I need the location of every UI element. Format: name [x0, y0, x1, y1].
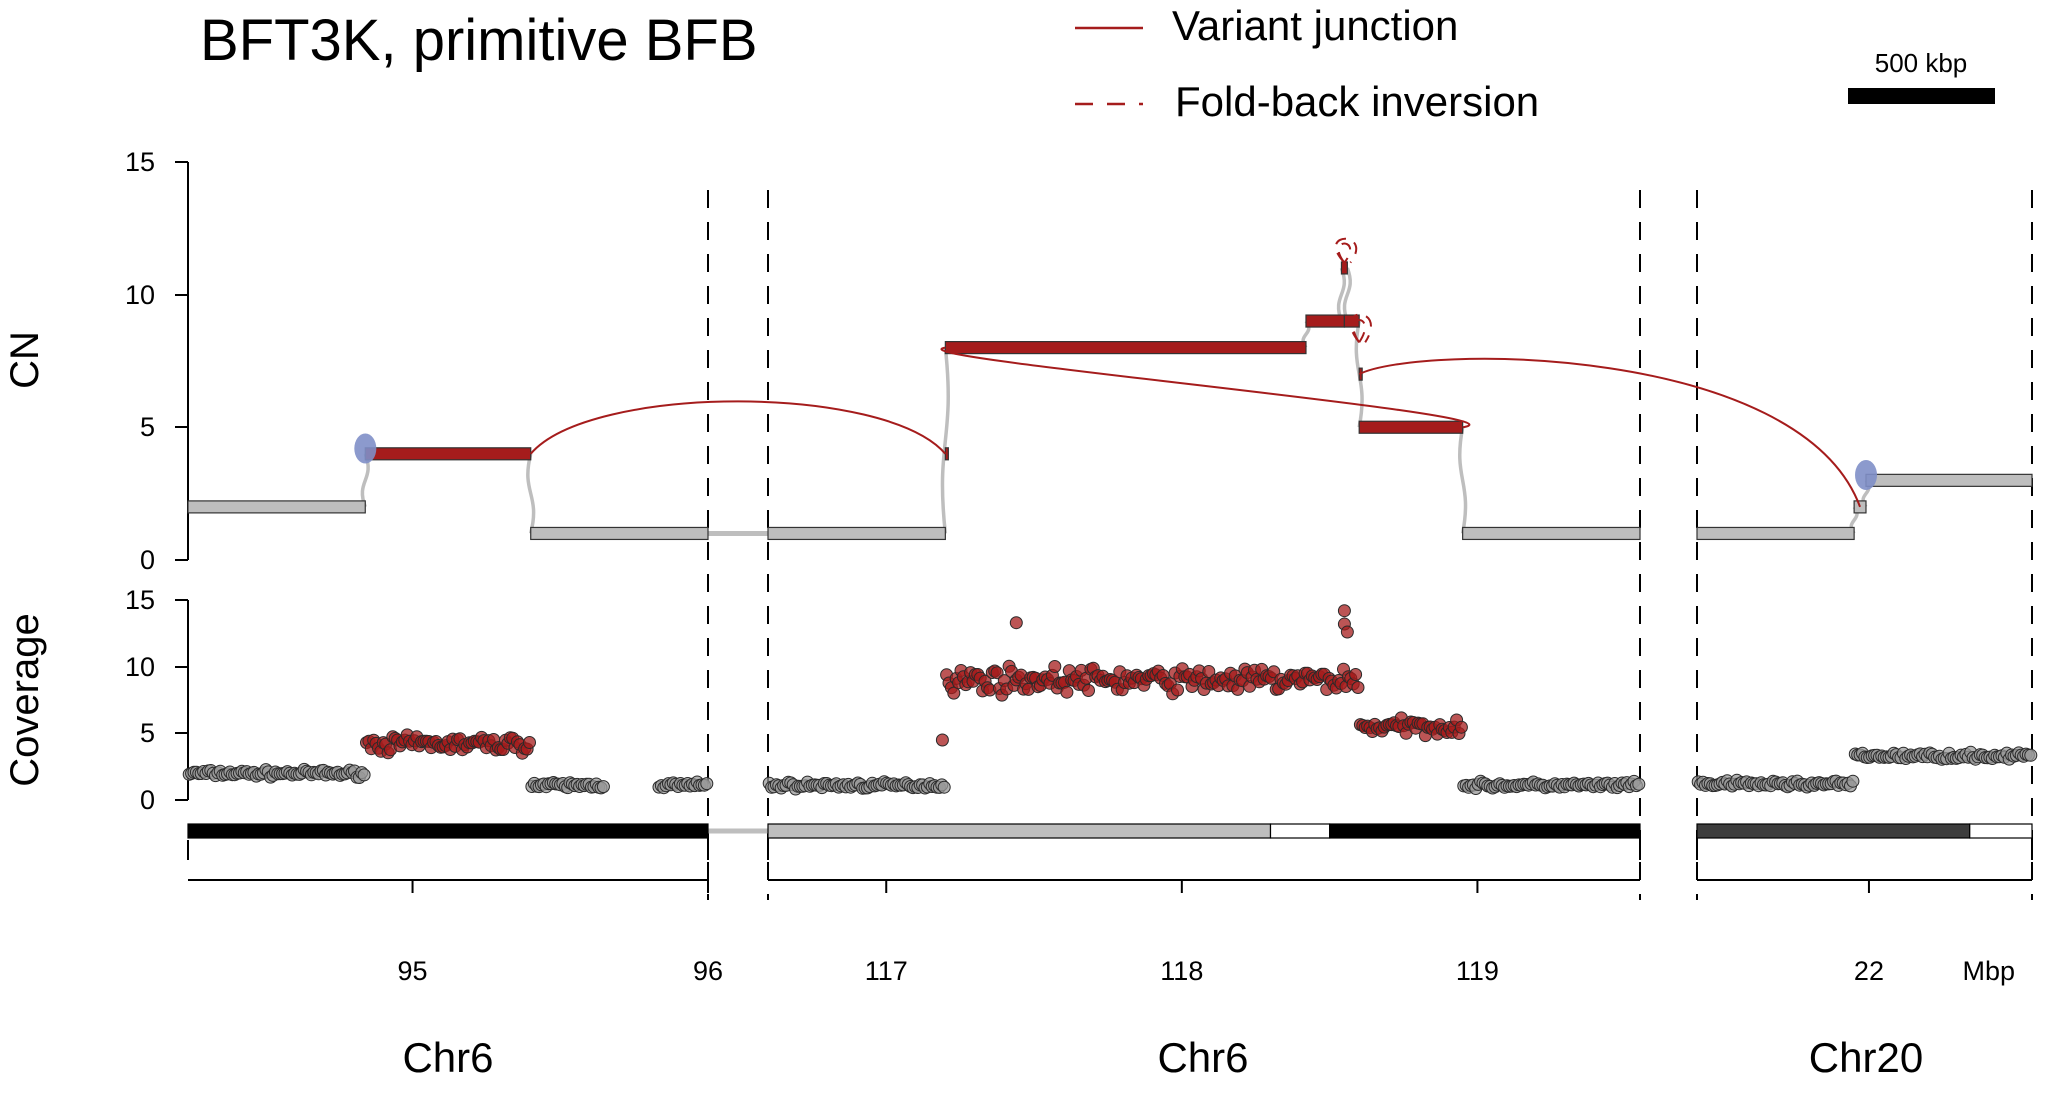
legend: Variant junction Fold-back inversion — [1075, 2, 1539, 125]
coverage-point — [1454, 720, 1468, 734]
y-axis-label-cn: CN — [3, 331, 47, 389]
coverage-point — [2024, 748, 2038, 762]
cn-segment-amplified — [1340, 261, 1348, 275]
fold-back-inversion — [1352, 319, 1366, 343]
ideogram-band — [1696, 823, 1971, 839]
coverage-outlier — [935, 733, 949, 747]
cn-tick-label: 5 — [140, 412, 155, 442]
cn-tick-label: 15 — [125, 147, 155, 177]
panel-gap-connectors — [708, 530, 768, 834]
coverage-point — [1632, 777, 1646, 791]
coverage-point — [1048, 660, 1062, 673]
cn-segment-normal — [767, 526, 946, 541]
scale-bar-rect — [1848, 88, 1995, 104]
cn-segment-normal — [1853, 500, 1867, 514]
cn-segment-amplified — [944, 447, 949, 461]
cn-segment-normal — [1462, 526, 1641, 541]
coverage-point — [357, 768, 371, 782]
variant-junctions — [529, 237, 1861, 508]
coverage-y-axis: 0 5 10 15 — [125, 585, 189, 815]
coverage-outlier — [1337, 604, 1351, 618]
x-tick-label: 119 — [1456, 956, 1499, 986]
cn-segment-normal — [1696, 526, 1855, 541]
coverage-point — [1202, 665, 1216, 678]
cn-tick-0: 0 — [140, 545, 188, 575]
segment-connector — [940, 347, 950, 534]
cn-y-axis: 0 5 10 15 — [125, 147, 189, 575]
coverage-point — [596, 780, 610, 794]
coverage-point — [1351, 681, 1365, 694]
cov-tick-5: 5 — [140, 718, 188, 748]
coverage-point — [1846, 774, 1860, 788]
coverage-point — [523, 736, 536, 749]
cov-tick-label: 5 — [140, 718, 155, 748]
cov-tick-0: 0 — [140, 785, 188, 815]
segment-connector — [1336, 267, 1347, 322]
cn-tick-5: 5 — [140, 412, 188, 442]
x-unit-label: Mbp — [1962, 956, 2015, 986]
chart-title: BFT3K, primitive BFB — [200, 8, 758, 73]
legend-label-variant-junction: Variant junction — [1172, 2, 1458, 49]
scale-bar: 500 kbp — [1848, 48, 1995, 104]
fold-back-inversion — [1335, 237, 1358, 264]
scale-bar-label: 500 kbp — [1875, 48, 1968, 78]
coverage-point — [947, 686, 961, 700]
cn-tick-15: 15 — [125, 147, 188, 177]
x-tick-label: 117 — [865, 956, 908, 986]
variant-junction — [940, 346, 1471, 429]
cov-tick-15: 15 — [125, 585, 188, 615]
cov-tick-label: 15 — [125, 585, 155, 615]
ideogram-band — [1329, 823, 1641, 839]
fold-back-inversion — [1337, 242, 1352, 264]
cn-segment-normal — [530, 526, 709, 541]
ideogram-band — [1269, 823, 1331, 839]
cn-segment-amplified — [364, 447, 532, 461]
coverage-outlier — [1009, 616, 1023, 630]
cn-segment-amplified — [1358, 420, 1464, 434]
centromere-marker — [354, 433, 377, 464]
segment-connector — [1458, 426, 1468, 534]
chrom-label-0: Chr6 — [402, 1034, 493, 1081]
cn-segment-normal — [1865, 473, 2033, 487]
cn-tick-10: 10 — [125, 280, 188, 310]
x-tick-label: 22 — [1854, 956, 1884, 986]
y-axis-label-coverage: Coverage — [3, 613, 47, 786]
chromosome-ideograms — [187, 823, 2033, 860]
cn-segment-amplified — [1305, 314, 1346, 328]
ideogram-band — [767, 823, 1272, 839]
coverage-points — [182, 604, 2038, 796]
ideogram-band — [187, 823, 709, 839]
cn-segment-amplified — [944, 341, 1307, 355]
x-tick-label: 95 — [398, 956, 428, 986]
ideogram-band — [1969, 823, 2033, 839]
centromere-marker — [1855, 460, 1878, 491]
cn-tick-label: 0 — [140, 545, 155, 575]
variant-junction — [1358, 357, 1861, 508]
cn-tick-label: 10 — [125, 280, 155, 310]
chrom-label-1: Chr6 — [1157, 1034, 1248, 1081]
panel-boundaries — [707, 190, 2033, 900]
coverage-outlier — [1340, 625, 1354, 639]
segment-connector — [526, 453, 536, 534]
legend-label-fold-back-inversion: Fold-back inversion — [1175, 78, 1539, 125]
x-tick-label: 118 — [1160, 956, 1203, 986]
coverage-point — [1349, 668, 1363, 681]
coverage-point — [1171, 683, 1184, 697]
cov-tick-10: 10 — [125, 652, 188, 682]
variant-junction — [529, 400, 947, 455]
copy-number-segments — [187, 261, 2033, 541]
coverage-point — [700, 777, 714, 791]
x-tick-label: 96 — [693, 956, 723, 986]
x-axes: 95 96 117 118 119 22 — [188, 879, 2032, 986]
coverage-point — [937, 780, 951, 794]
cov-tick-label: 0 — [140, 785, 155, 815]
cn-segment-normal — [187, 500, 366, 514]
segment-connector — [1342, 267, 1352, 322]
coverage-point — [1060, 685, 1074, 699]
chrom-label-2: Chr20 — [1809, 1034, 1923, 1081]
coverage-point — [1082, 684, 1095, 697]
cov-tick-label: 10 — [125, 652, 155, 682]
